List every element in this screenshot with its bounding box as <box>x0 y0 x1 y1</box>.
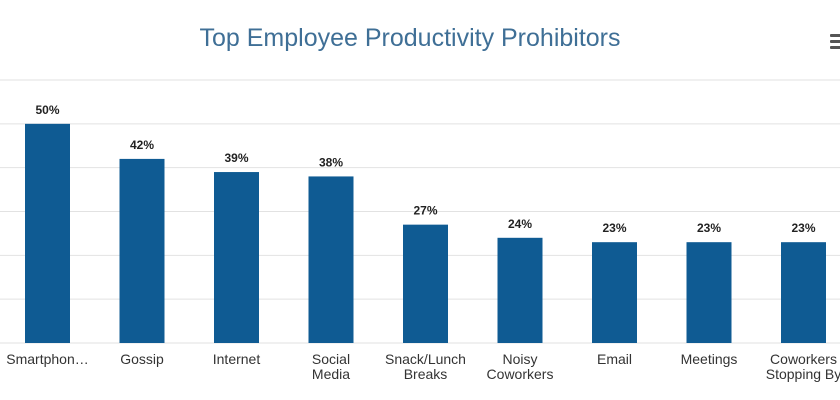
data-label: 39% <box>224 151 248 165</box>
category-labels: Smartphon… Gossip Internet Social Media Snack… <box>6 351 840 382</box>
data-label: 42% <box>130 138 154 152</box>
bar[interactable] <box>308 176 354 343</box>
category-label: Social Media <box>312 351 350 382</box>
bar[interactable] <box>592 242 637 343</box>
chart-title: Top Employee Productivity Prohibitors <box>199 24 621 52</box>
data-label: 24% <box>508 217 532 231</box>
category-label: Email <box>597 351 632 367</box>
category-label: Snack/Lunch Breaks <box>385 351 466 382</box>
bar[interactable] <box>497 237 543 343</box>
category-label: Internet <box>213 351 261 367</box>
category-label: Smartphon… <box>6 351 88 367</box>
bar[interactable] <box>403 224 448 343</box>
data-label: 38% <box>319 155 343 169</box>
category-label: Meetings <box>681 351 738 367</box>
category-label: Coworkers Stopping By <box>766 351 840 382</box>
bar[interactable] <box>25 123 70 343</box>
data-labels: 50% 42% 39% 38% 27% 24% 23% 23% 23% <box>35 103 815 235</box>
data-label: 27% <box>413 204 437 218</box>
bar[interactable] <box>119 158 165 343</box>
bar[interactable] <box>214 172 259 343</box>
data-label: 23% <box>791 221 815 235</box>
category-label: Noisy Coworkers <box>487 351 554 382</box>
bars <box>25 123 826 343</box>
data-label: 23% <box>602 221 626 235</box>
bar[interactable] <box>686 242 732 343</box>
data-label: 23% <box>697 221 721 235</box>
data-label: 50% <box>35 103 59 117</box>
bar[interactable] <box>781 242 826 343</box>
category-label: Gossip <box>120 351 164 367</box>
hamburger-menu-icon[interactable] <box>826 30 840 52</box>
